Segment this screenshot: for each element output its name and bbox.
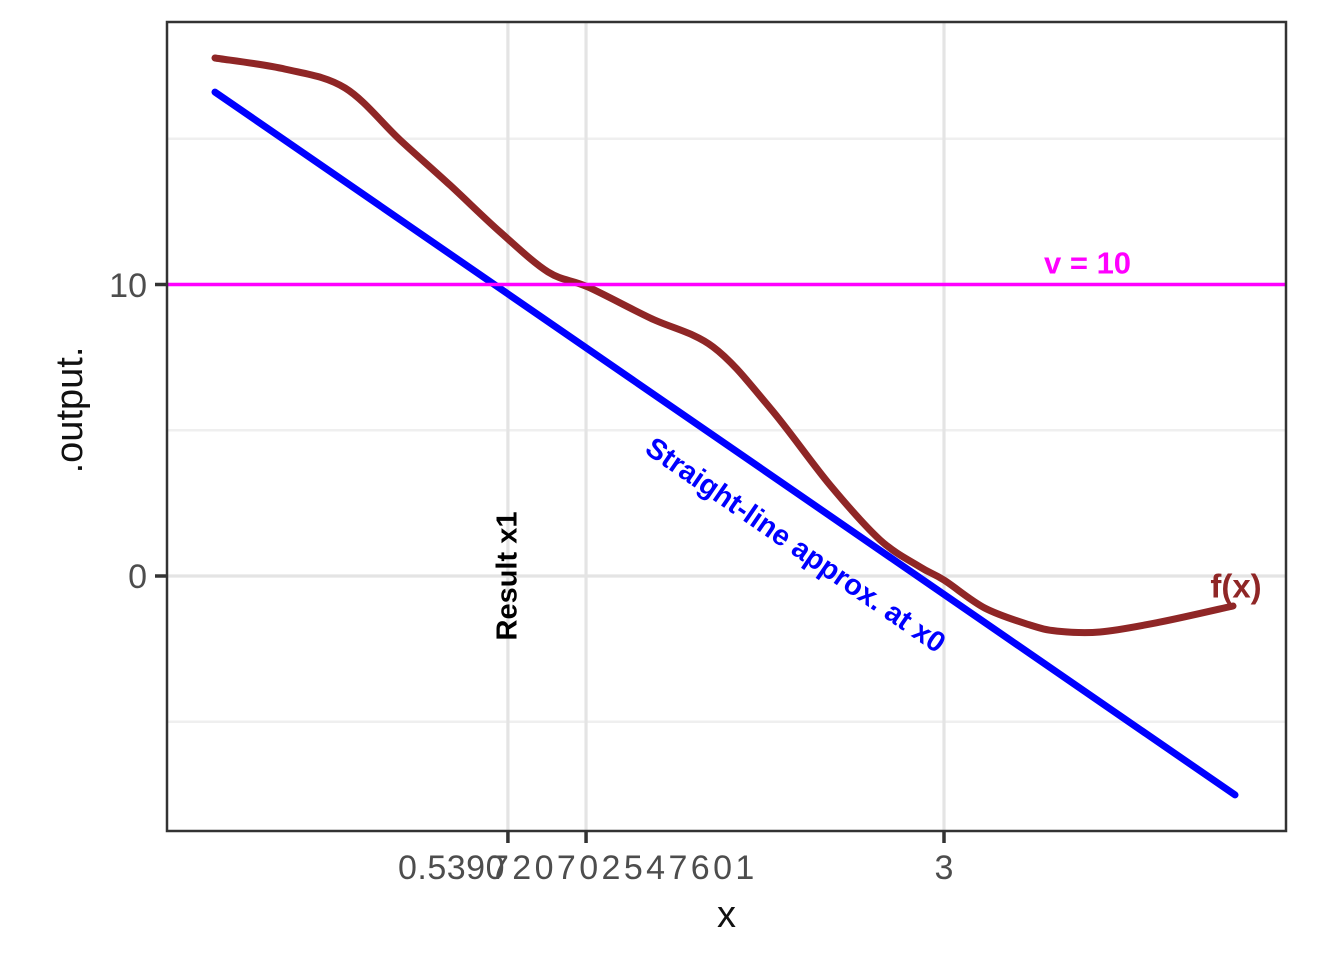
annotation-result-x1: Result x1 (491, 511, 524, 641)
annotation-v-equals-10: v = 10 (1044, 245, 1132, 281)
annotation-fx-curve-label: f(x) (1210, 567, 1262, 605)
x-axis-title: x (717, 894, 736, 936)
x-tick-label-overlap: 720702547601 (490, 849, 758, 887)
panel-content (167, 22, 1286, 831)
y-axis-title: .output. (49, 346, 91, 474)
tangent-line (211, 88, 1239, 799)
fx-curve (211, 54, 1237, 637)
x-tick-label-3: 3 (934, 849, 954, 887)
panel-border (165, 20, 1288, 833)
y-tick-label-10: 10 (109, 266, 147, 305)
x-tick-label-x1: 0.5390 (398, 849, 505, 887)
y-tick-label-0: 0 (128, 558, 147, 596)
